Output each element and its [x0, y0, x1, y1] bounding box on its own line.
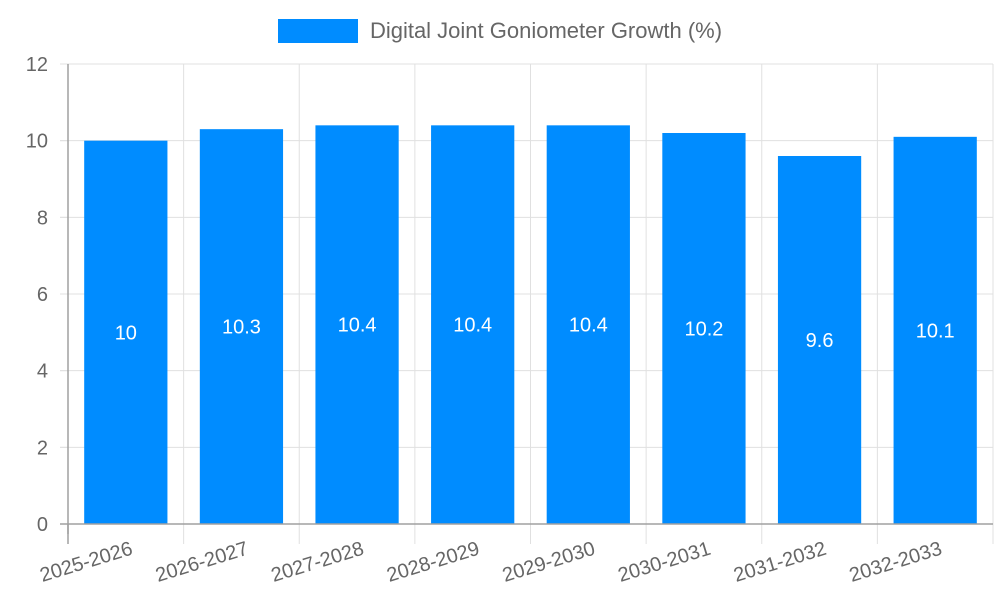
x-tick-label: 2028-2029 [384, 538, 482, 587]
x-tick-label: 2031-2032 [731, 538, 829, 587]
y-tick-label: 2 [37, 437, 48, 459]
y-tick-label: 0 [37, 514, 48, 536]
bar [546, 125, 630, 524]
y-axis-ticks: 0 2 4 6 8 10 12 [26, 54, 48, 536]
bar [84, 140, 168, 524]
bar [662, 133, 746, 524]
data-labels: 10 10.3 10.4 10.4 10.4 10.2 9.6 10.1 [115, 315, 955, 352]
y-tick-label: 12 [26, 54, 48, 76]
axes [60, 64, 993, 544]
x-tick-label: 2025-2026 [37, 538, 135, 587]
bars [84, 125, 977, 525]
bar-value-label: 10.2 [684, 319, 723, 341]
bar [893, 136, 977, 525]
bar-value-label: 10.4 [338, 315, 377, 337]
bar [315, 125, 399, 524]
bar [431, 125, 515, 524]
bar [777, 156, 862, 524]
bar-value-label: 10.4 [569, 315, 608, 337]
bar-value-label: 9.6 [806, 330, 834, 352]
bar-value-label: 10.3 [222, 317, 261, 339]
x-tick-label: 2029-2030 [500, 538, 598, 587]
bar-value-label: 10.4 [453, 315, 492, 337]
y-tick-label: 4 [37, 361, 48, 383]
y-tick-label: 10 [26, 131, 48, 153]
y-tick-label: 8 [37, 207, 48, 229]
legend-label: Digital Joint Goniometer Growth (%) [369, 18, 723, 43]
x-tick-label: 2030-2031 [615, 538, 713, 587]
x-tick-label: 2027-2028 [269, 538, 367, 587]
x-tick-label: 2026-2027 [153, 538, 251, 587]
y-tick-label: 6 [37, 284, 48, 306]
chart-legend[interactable]: Digital Joint Goniometer Growth (%) [0, 18, 1000, 44]
bar-value-label: 10 [115, 322, 137, 344]
legend-swatch [277, 19, 358, 43]
bar [199, 129, 284, 524]
x-axis-ticks: 2025-2026 2026-2027 2027-2028 2028-2029 2029… [37, 538, 944, 587]
x-tick-label: 2032-2033 [847, 538, 945, 587]
bar-value-label: 10.1 [916, 320, 955, 342]
